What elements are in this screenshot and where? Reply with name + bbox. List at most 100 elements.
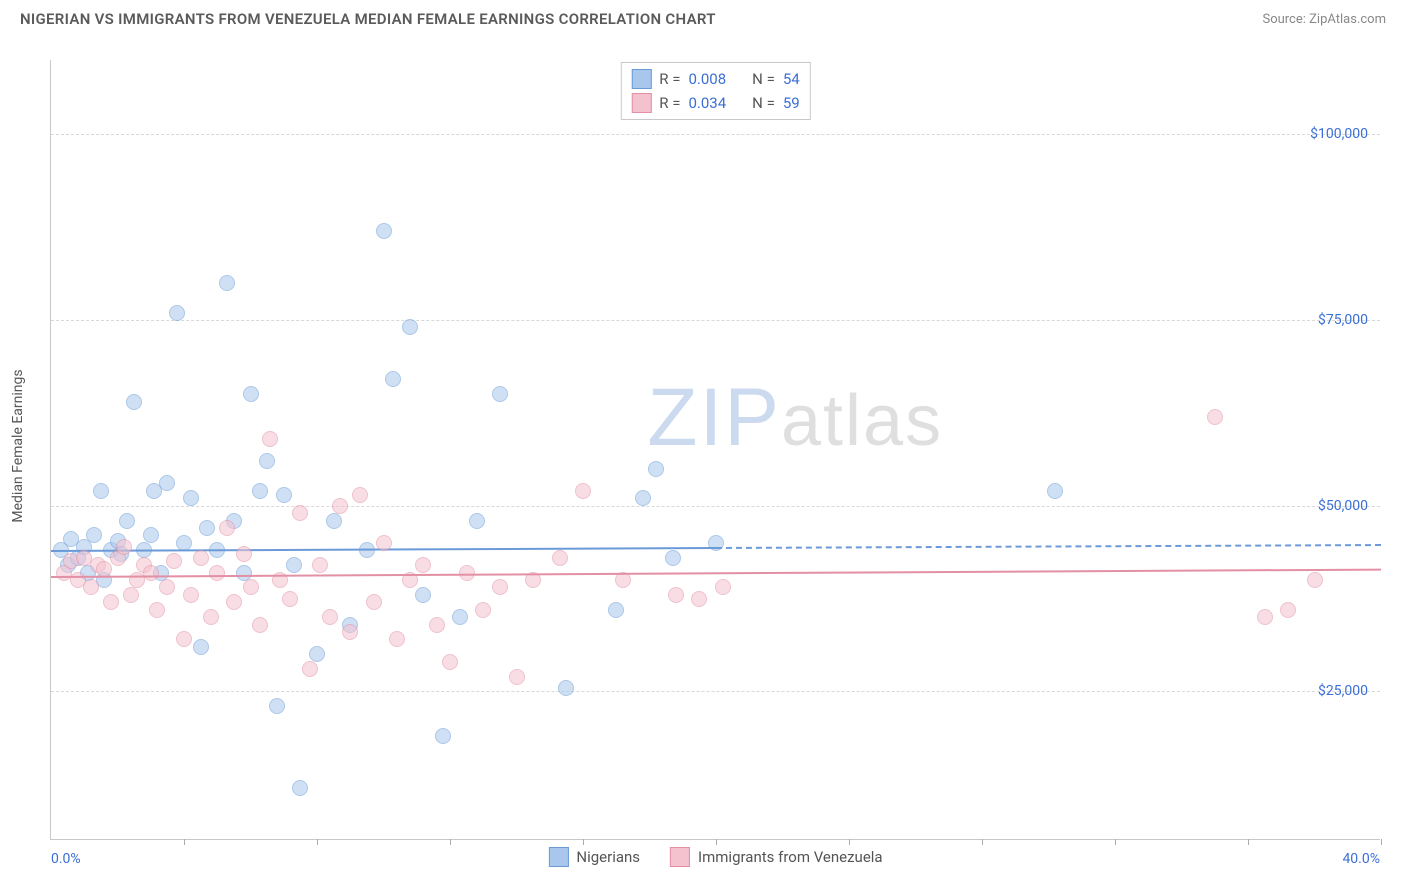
- swatch-series-1: [631, 69, 651, 89]
- legend-item-1: Nigerians: [548, 847, 640, 867]
- data-point: [252, 617, 268, 633]
- correlation-legend-box: R = 0.008 N = 54 R = 0.034 N = 59: [620, 62, 810, 120]
- data-point: [103, 594, 119, 610]
- data-point: [509, 669, 525, 685]
- x-axis-min: 0.0%: [51, 851, 81, 867]
- correlation-row-2: R = 0.034 N = 59: [631, 91, 799, 115]
- legend-label-2: Immigrants from Venezuela: [698, 848, 883, 866]
- gridline-h: [51, 134, 1380, 135]
- data-point: [276, 487, 292, 503]
- data-point: [219, 520, 235, 536]
- data-point: [159, 579, 175, 595]
- data-point: [236, 546, 252, 562]
- data-point: [442, 654, 458, 670]
- data-point: [292, 505, 308, 521]
- data-point: [312, 557, 328, 573]
- correlation-row-1: R = 0.008 N = 54: [631, 67, 799, 91]
- data-point: [326, 513, 342, 529]
- data-point: [159, 475, 175, 491]
- data-point: [143, 527, 159, 543]
- data-point: [209, 565, 225, 581]
- legend-swatch-2: [670, 847, 690, 867]
- x-axis-max: 40.0%: [1342, 851, 1380, 867]
- series-legend: Nigerians Immigrants from Venezuela: [548, 847, 882, 867]
- data-point: [93, 483, 109, 499]
- data-point: [475, 602, 491, 618]
- x-tick: [716, 839, 717, 845]
- data-point: [342, 624, 358, 640]
- data-point: [415, 587, 431, 603]
- y-tick-label: $50,000: [1318, 498, 1368, 514]
- data-point: [1257, 609, 1273, 625]
- legend-label-1: Nigerians: [576, 848, 640, 866]
- x-tick: [1248, 839, 1249, 845]
- data-point: [219, 275, 235, 291]
- x-tick: [184, 839, 185, 845]
- data-point: [236, 565, 252, 581]
- data-point: [1307, 572, 1323, 588]
- data-point: [332, 498, 348, 514]
- data-point: [302, 661, 318, 677]
- data-point: [665, 550, 681, 566]
- data-point: [199, 520, 215, 536]
- data-point: [1207, 409, 1223, 425]
- data-point: [193, 550, 209, 566]
- x-tick: [450, 839, 451, 845]
- gridline-h: [51, 691, 1380, 692]
- data-point: [322, 609, 338, 625]
- plot-area: ZIPatlas R = 0.008 N = 54 R = 0.034 N = …: [50, 60, 1380, 840]
- x-tick: [849, 839, 850, 845]
- data-point: [415, 557, 431, 573]
- data-point: [203, 609, 219, 625]
- data-point: [262, 431, 278, 447]
- gridline-h: [51, 320, 1380, 321]
- data-point: [668, 587, 684, 603]
- data-point: [252, 483, 268, 499]
- data-point: [83, 579, 99, 595]
- data-point: [243, 579, 259, 595]
- chart-title: NIGERIAN VS IMMIGRANTS FROM VENEZUELA ME…: [20, 10, 716, 28]
- data-point: [226, 594, 242, 610]
- data-point: [123, 587, 139, 603]
- data-point: [558, 680, 574, 696]
- data-point: [126, 394, 142, 410]
- title-bar: NIGERIAN VS IMMIGRANTS FROM VENEZUELA ME…: [0, 0, 1406, 34]
- data-point: [1047, 483, 1063, 499]
- y-tick-label: $100,000: [1310, 126, 1368, 142]
- data-point: [575, 483, 591, 499]
- data-point: [243, 386, 259, 402]
- data-point: [635, 490, 651, 506]
- data-point: [435, 728, 451, 744]
- y-tick-label: $75,000: [1318, 312, 1368, 328]
- data-point: [376, 535, 392, 551]
- data-point: [292, 780, 308, 796]
- data-point: [193, 639, 209, 655]
- data-point: [96, 561, 112, 577]
- data-point: [648, 461, 664, 477]
- data-point: [608, 602, 624, 618]
- data-point: [309, 646, 325, 662]
- legend-item-2: Immigrants from Venezuela: [670, 847, 883, 867]
- data-point: [143, 565, 159, 581]
- x-tick: [317, 839, 318, 845]
- data-point: [282, 591, 298, 607]
- data-point: [469, 513, 485, 529]
- data-point: [552, 550, 568, 566]
- swatch-series-2: [631, 93, 651, 113]
- trend-line: [716, 544, 1381, 549]
- data-point: [86, 527, 102, 543]
- data-point: [119, 513, 135, 529]
- data-point: [183, 587, 199, 603]
- source-attribution: Source: ZipAtlas.com: [1262, 12, 1386, 27]
- data-point: [183, 490, 199, 506]
- watermark: ZIPatlas: [647, 371, 943, 465]
- x-tick: [982, 839, 983, 845]
- y-tick-label: $25,000: [1318, 683, 1368, 699]
- data-point: [715, 579, 731, 595]
- x-tick: [583, 839, 584, 845]
- legend-swatch-1: [548, 847, 568, 867]
- data-point: [385, 371, 401, 387]
- data-point: [1280, 602, 1296, 618]
- data-point: [259, 453, 275, 469]
- y-axis-label: Median Female Earnings: [10, 369, 26, 522]
